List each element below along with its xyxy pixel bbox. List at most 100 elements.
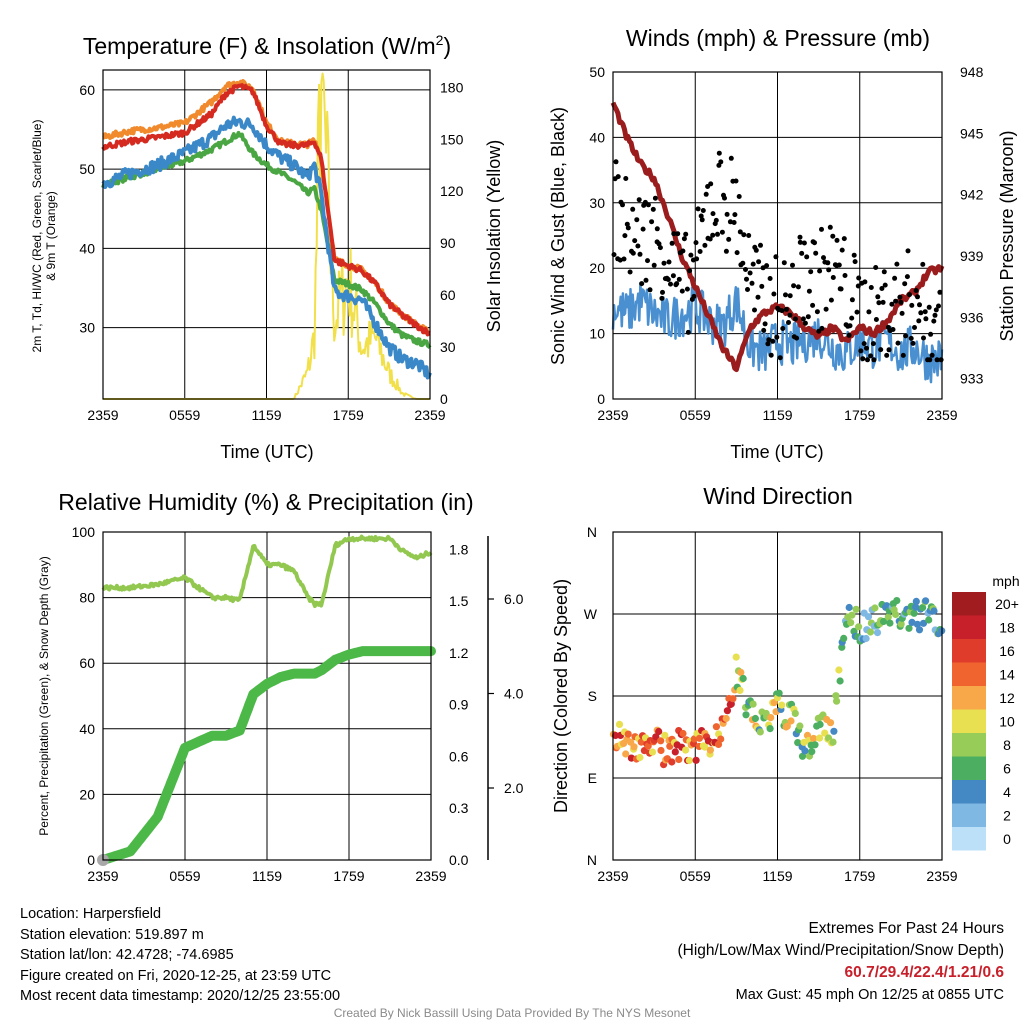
winds-gust-point (693, 240, 699, 246)
winds-gust-point (909, 302, 915, 308)
winds-gust-point (795, 284, 801, 290)
temperature-y2-tick-label: 120 (440, 183, 464, 199)
extremes-max-gust: Max Gust: 45 mph On 12/25 at 0855 UTC (735, 987, 1004, 1003)
winds-gust-point (710, 232, 716, 238)
direction-point (756, 728, 764, 736)
temperature-y2-tick-label: 180 (440, 79, 464, 95)
winds-gust-point (825, 260, 831, 266)
winds-gust-point (637, 251, 643, 257)
winds-gust-point (752, 307, 757, 313)
winds-gust-point (899, 310, 905, 316)
winds-gust-point (680, 248, 686, 254)
winds-gust-point (666, 259, 672, 265)
direction-point (886, 619, 894, 627)
humidity-x-tick-label: 1159 (252, 868, 282, 884)
humidity-y-tick-label: 80 (79, 590, 95, 606)
winds-gust-point (846, 332, 852, 338)
colorbar-swatch (952, 686, 986, 710)
snow-depth-tick-label: 2.0 (504, 780, 524, 796)
colorbar-swatch (952, 639, 986, 663)
winds-gust-point (651, 262, 657, 268)
winds-gust-point (938, 357, 944, 363)
direction-point (798, 752, 807, 760)
winds-gust-point (640, 226, 646, 232)
direction-point (908, 618, 916, 627)
direction-panel: Wind Direction 2359 0559 1159 1759 2359NESWN… (551, 483, 1020, 884)
precip-y2-tick-label: 1.8 (449, 541, 469, 557)
winds-gust-point (842, 273, 848, 278)
winds-gust-point (886, 347, 892, 353)
winds-gust-point (710, 211, 716, 217)
winds-gust-point (804, 254, 810, 260)
winds-gust-point (783, 292, 788, 298)
winds-gust-point (780, 326, 786, 331)
winds-gust-point (669, 240, 675, 246)
winds-gust-point (731, 220, 737, 225)
winds-gust-point (659, 295, 665, 301)
direction-point (668, 758, 676, 766)
direction-point (732, 653, 740, 661)
winds-gust-point (849, 297, 855, 303)
station-elevation: Station elevation: 519.897 m (20, 926, 204, 943)
winds-gust-point (622, 233, 628, 239)
winds-gust-point (671, 231, 677, 237)
direction-point (880, 617, 888, 626)
humidity-series-precipitation (98, 646, 436, 865)
winds-gust-point (657, 245, 663, 251)
winds-gust-point (625, 225, 631, 231)
direction-point (821, 729, 829, 737)
extremes-box: Extremes For Past 24 Hours (High/Low/Max… (678, 918, 1005, 1006)
direction-point (810, 734, 818, 743)
direction-point (848, 611, 856, 619)
winds-gust-point (770, 338, 776, 344)
temperature-y2-tick-label: 30 (440, 339, 456, 355)
precip-y2-tick-label: 1.5 (449, 593, 469, 609)
colorbar-swatch (952, 780, 986, 804)
precip-y2-tick-label: 1.2 (449, 645, 469, 661)
winds-gust-point (668, 281, 673, 287)
direction-panel-title: Wind Direction (703, 483, 853, 509)
winds-gust-point (654, 226, 660, 232)
winds-gust-point (771, 291, 777, 297)
winds-gust-point (936, 303, 941, 309)
winds-gust-point (613, 159, 619, 165)
direction-point (751, 714, 760, 723)
direction-point (796, 722, 804, 730)
winds-x-tick-label: 2359 (597, 407, 628, 423)
recent-timestamp: Most recent data timestamp: 2020/12/25 2… (20, 988, 341, 1004)
humidity-series-relative-humidity (101, 534, 433, 608)
winds-gust-point (765, 341, 771, 347)
winds-gust-point (719, 229, 725, 235)
winds-gust-point (728, 155, 734, 161)
temperature-x-tick-label: 1159 (251, 407, 281, 423)
winds-gust-point (755, 294, 761, 300)
winds-gust-point (905, 248, 911, 254)
winds-gust-point (830, 275, 836, 280)
winds-gust-point (907, 292, 912, 298)
winds-gust-point (799, 250, 805, 256)
winds-gust-point (889, 301, 895, 307)
direction-point (611, 731, 620, 740)
direction-point (897, 620, 905, 628)
direction-point (767, 714, 775, 722)
winds-gust-point (718, 159, 724, 165)
winds-gust-point (817, 268, 823, 274)
temperature-x-tick-label: 2359 (414, 407, 445, 423)
winds-gust-point (873, 265, 879, 270)
winds-gust-point (913, 288, 919, 293)
colorbar-swatch (952, 827, 986, 851)
winds-gust-point (918, 310, 924, 316)
winds-gust-point (777, 355, 783, 361)
direction-point (845, 603, 853, 612)
winds-gust-point (814, 309, 820, 315)
winds-gust-point (732, 212, 738, 218)
direction-point (866, 628, 875, 636)
direction-point (778, 701, 786, 709)
winds-gust-point (691, 293, 697, 299)
winds-x-tick-label: 1759 (844, 407, 875, 423)
winds-left-axis-label: Sonic Wind & Gust (Blue, Black) (548, 107, 568, 365)
colorbar-swatch (952, 733, 986, 757)
direction-point (661, 731, 669, 739)
winds-gust-point (801, 240, 807, 246)
colorbar-swatch (952, 709, 986, 733)
